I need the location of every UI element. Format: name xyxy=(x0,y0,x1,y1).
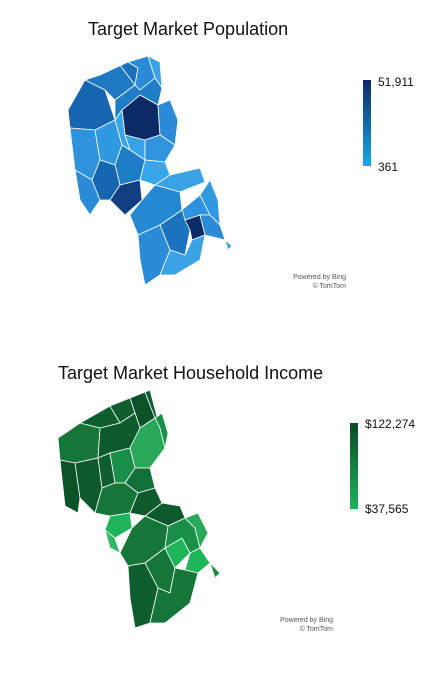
population-map-title: Target Market Population xyxy=(88,19,289,39)
region-w1[interactable] xyxy=(59,459,81,514)
population-choropleth-map[interactable] xyxy=(60,50,250,290)
region-e1[interactable] xyxy=(154,412,169,449)
region-c3[interactable] xyxy=(144,134,176,163)
income-choropleth-map[interactable] xyxy=(50,388,240,638)
region-sw3[interactable] xyxy=(109,179,143,216)
tomtom-copyright: © TomTom xyxy=(299,626,333,633)
region-s3[interactable] xyxy=(159,209,191,256)
region-se-island[interactable] xyxy=(224,238,233,251)
region-se2[interactable] xyxy=(184,547,211,574)
income-map-attribution: Powered by Bing © TomTom xyxy=(263,616,333,634)
region-se-island[interactable] xyxy=(209,562,221,579)
population-legend-max: 51,911 xyxy=(378,75,414,89)
region-e1[interactable] xyxy=(157,99,179,146)
income-map-title: Target Market Household Income xyxy=(58,363,324,383)
population-legend-min: 361 xyxy=(378,160,399,174)
region-e2[interactable] xyxy=(154,167,206,193)
income-legend-max: $122,274 xyxy=(365,417,416,431)
population-map-attribution: Powered by Bing © TomTom xyxy=(276,273,346,291)
region-se4[interactable] xyxy=(184,512,209,550)
region-se1[interactable] xyxy=(199,179,221,227)
income-legend-min: $37,565 xyxy=(365,502,409,516)
region-se3[interactable] xyxy=(149,567,199,624)
region-nw[interactable] xyxy=(57,422,101,464)
region-sw1[interactable] xyxy=(74,169,101,216)
population-regions xyxy=(67,55,233,286)
income-regions xyxy=(57,389,221,629)
powered-by-bing: Powered by Bing xyxy=(293,274,346,281)
region-sw1[interactable] xyxy=(104,512,133,539)
powered-by-bing: Powered by Bing xyxy=(280,617,333,624)
tomtom-copyright: © TomTom xyxy=(312,283,346,290)
region-se3[interactable] xyxy=(159,234,206,276)
income-legend-gradient xyxy=(350,423,358,509)
population-legend-gradient xyxy=(363,80,371,166)
region-se2[interactable] xyxy=(199,214,226,241)
